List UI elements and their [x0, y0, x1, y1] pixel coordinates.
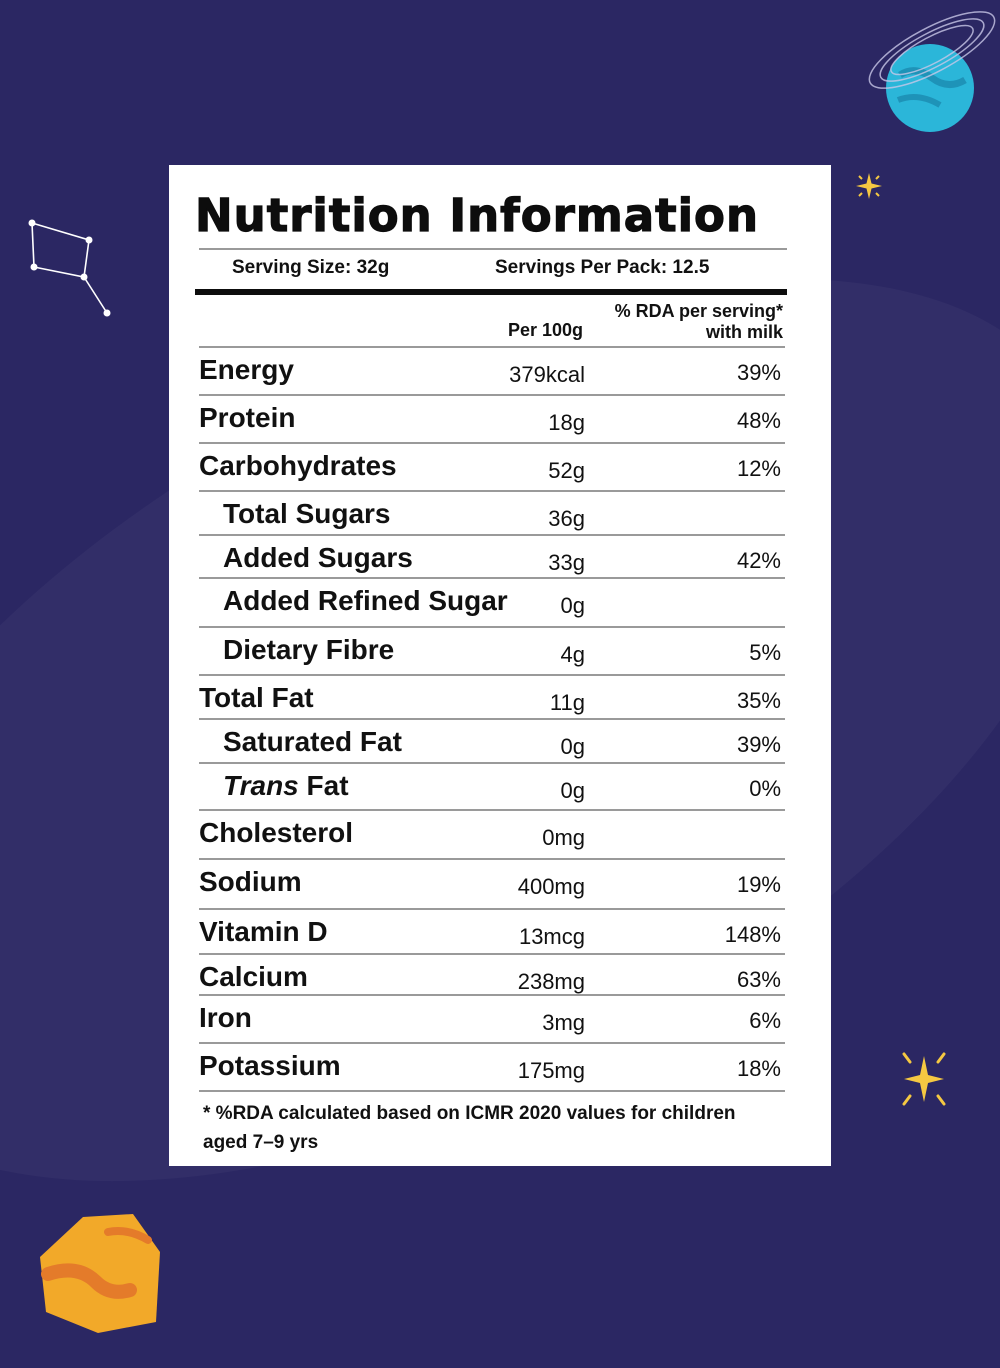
table-row: Total Sugars 36g: [199, 492, 785, 536]
table-row: Protein 18g 48%: [199, 396, 785, 444]
per-100g-value: 11g: [549, 690, 585, 715]
orange-planet-icon: [40, 1214, 160, 1333]
rda-percent: 6%: [749, 1008, 781, 1033]
row-divider: [199, 809, 785, 811]
nutrient-name: Saturated Fat: [223, 726, 402, 757]
row-divider: [199, 1042, 785, 1044]
table-row: Calcium 238mg 63%: [199, 955, 785, 996]
row-divider: [199, 858, 785, 860]
per-100g-value: 379kcal: [509, 362, 585, 387]
row-divider: [199, 1090, 785, 1092]
column-header-per100g: Per 100g: [507, 320, 583, 340]
per-100g-value: 33g: [548, 550, 585, 575]
divider: [199, 346, 785, 348]
per-100g-value: 0g: [560, 734, 585, 759]
row-divider: [199, 394, 785, 396]
column-header-rda-line1: % RDA per serving*: [614, 301, 783, 321]
row-divider: [199, 718, 785, 720]
row-divider: [199, 953, 785, 955]
per-100g-value: 4g: [560, 642, 585, 667]
rda-percent: 148%: [724, 922, 781, 947]
rda-percent: 12%: [736, 456, 781, 481]
per-100g-value: 18g: [548, 410, 585, 435]
nutrient-name: Iron: [199, 1002, 252, 1033]
per-100g-value: 0g: [560, 593, 585, 618]
row-divider: [199, 534, 785, 536]
thick-divider: [195, 289, 787, 295]
per-100g-value: 13mcg: [518, 924, 585, 949]
table-row: Saturated Fat 0g 39%: [199, 720, 785, 764]
table-row: Dietary Fibre 4g 5%: [199, 628, 785, 676]
per-100g-value: 0mg: [542, 825, 585, 850]
table-row: Total Fat 11g 35%: [199, 676, 785, 720]
per-100g-value: 0g: [560, 778, 585, 803]
table-row: Added Sugars 33g 42%: [199, 536, 785, 579]
nutrient-name-rest: Fat: [298, 770, 349, 801]
row-divider: [199, 490, 785, 492]
row-divider: [199, 674, 785, 676]
divider: [199, 248, 787, 250]
per-100g-value: 238mg: [517, 969, 585, 994]
row-divider: [199, 577, 785, 579]
nutrient-name: Carbohydrates: [199, 450, 397, 481]
nutrition-label: Nutrition Information Serving Size: 32g …: [169, 165, 831, 1166]
nutrient-name: Trans Fat: [223, 770, 349, 802]
per-100g-value: 400mg: [517, 874, 585, 899]
nutrient-name: Vitamin D: [199, 916, 328, 947]
footnote: * %RDA calculated based on ICMR 2020 val…: [203, 1103, 736, 1153]
rda-percent: 63%: [736, 967, 781, 992]
servings-per-pack: Servings Per Pack: 12.5: [495, 257, 710, 278]
rda-percent: 18%: [736, 1056, 781, 1081]
nutrient-name: Potassium: [199, 1050, 341, 1081]
row-divider: [199, 994, 785, 996]
nutrient-name: Added Refined Sugar: [223, 585, 508, 616]
row-divider: [199, 908, 785, 910]
table-row: Potassium 175mg 18%: [199, 1044, 785, 1092]
per-100g-value: 175mg: [517, 1058, 585, 1083]
table-row: Energy 379kcal 39%: [199, 348, 785, 396]
nutrient-name: Sodium: [199, 866, 302, 897]
nutrient-name: Calcium: [199, 961, 308, 992]
nutrient-name: Added Sugars: [223, 542, 413, 573]
per-100g-value: 36g: [548, 506, 585, 531]
column-header-rda-line2: with milk: [705, 322, 783, 342]
serving-size: Serving Size: 32g: [232, 257, 390, 278]
table-row: Trans Fat 0g 0%: [199, 764, 785, 811]
sparkle-star-icon: [902, 1052, 946, 1106]
table-row: Sodium 400mg 19%: [199, 860, 785, 910]
rda-percent: 19%: [736, 872, 781, 897]
rda-percent: 39%: [736, 360, 781, 385]
column-header-rda: % RDA per serving* with milk: [615, 301, 783, 343]
row-divider: [199, 762, 785, 764]
table-row: Iron 3mg 6%: [199, 996, 785, 1044]
per-100g-value: 3mg: [542, 1010, 585, 1035]
table-row: Carbohydrates 52g 12%: [199, 444, 785, 492]
nutrient-name: Energy: [199, 354, 294, 385]
nutrient-name: Total Sugars: [223, 498, 391, 529]
sparkle-star-icon: [856, 173, 882, 199]
nutrient-name: Protein: [199, 402, 296, 433]
rda-percent: 39%: [736, 732, 781, 757]
nutrient-name-italic: Trans: [223, 770, 299, 801]
nutrient-name: Dietary Fibre: [223, 634, 395, 665]
nutrient-name: Total Fat: [199, 682, 314, 713]
table-row: Added Refined Sugar 0g: [199, 579, 785, 628]
rda-percent: 42%: [736, 548, 781, 573]
blue-planet-icon: [868, 11, 996, 132]
table-row: Vitamin D 13mcg 148%: [199, 910, 785, 955]
nutrient-name: Cholesterol: [199, 817, 354, 848]
per-100g-value: 52g: [548, 458, 585, 483]
rda-percent: 35%: [736, 688, 781, 713]
rda-percent: 48%: [736, 408, 781, 433]
table-row: Cholesterol 0mg: [199, 811, 785, 860]
label-title: Nutrition Information: [194, 188, 759, 242]
row-divider: [199, 442, 785, 444]
rda-percent: 5%: [749, 640, 781, 665]
constellation-icon: [28, 219, 111, 317]
rda-percent: 0%: [749, 776, 781, 801]
row-divider: [199, 626, 785, 628]
